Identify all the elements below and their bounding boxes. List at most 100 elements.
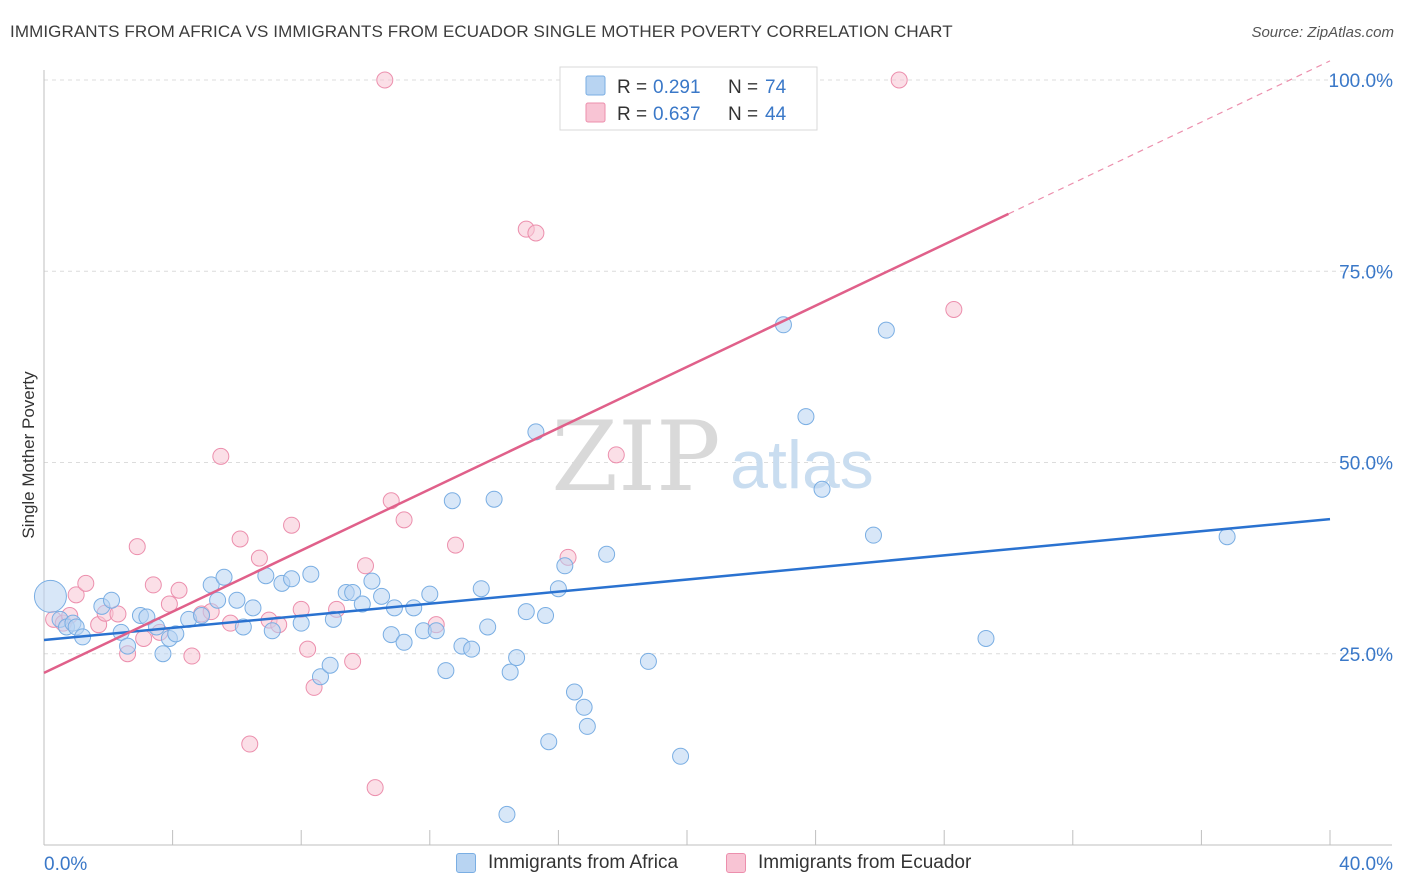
legend-ecuador-swatch (585, 102, 606, 123)
africa-trend-line (43, 517, 1331, 642)
africa-point (437, 662, 455, 680)
africa-point (353, 595, 371, 613)
legend-ecuador-n-label: N = (728, 104, 758, 125)
africa-point (283, 570, 301, 588)
legend-item-africa[interactable]: Immigrants from Africa (456, 852, 678, 874)
legend-africa-n-value: 74 (765, 77, 787, 98)
africa-point (501, 663, 519, 681)
ecuador-point (376, 71, 394, 89)
africa-point (395, 633, 413, 651)
africa-point (405, 599, 423, 617)
ecuador-point (299, 640, 317, 658)
africa-point (565, 683, 583, 701)
africa-point (977, 629, 995, 647)
ecuador-point (283, 516, 301, 534)
africa-point (167, 625, 185, 643)
africa-point (797, 408, 815, 426)
legend-ecuador-marker (726, 853, 746, 873)
ecuador-point (945, 301, 963, 318)
africa-point (344, 584, 362, 602)
legend-bottom: Immigrants from Africa Immigrants from E… (0, 850, 1406, 880)
africa-point (485, 490, 503, 508)
ecuador-point (144, 576, 162, 594)
africa-point (373, 587, 391, 605)
ecuador-point (527, 224, 545, 242)
africa-point (472, 580, 490, 598)
africa-point (234, 618, 252, 636)
axes (43, 70, 1392, 846)
africa-point (33, 579, 67, 613)
gridlines (43, 79, 1392, 845)
africa-point (813, 480, 831, 498)
ecuador-point (170, 581, 188, 599)
y-axis-label: Single Mother Poverty (19, 371, 38, 539)
x-tick-label-min: 0.0% (44, 854, 87, 875)
africa-points (33, 316, 1236, 823)
africa-point (508, 649, 526, 667)
source-credit: Source: ZipAtlas.com (1251, 24, 1394, 41)
y-tick-label-75: 75.0% (1339, 262, 1393, 283)
africa-point (154, 645, 172, 663)
legend-africa-r-label: R = (617, 77, 647, 98)
africa-point (537, 607, 555, 624)
africa-point (193, 607, 211, 624)
africa-point (877, 321, 895, 339)
africa-point (263, 622, 281, 640)
ecuador-point (250, 549, 268, 567)
ecuador-point (128, 538, 146, 556)
africa-point (244, 599, 262, 617)
africa-point (324, 610, 342, 628)
legend-ecuador-r-label: R = (617, 104, 647, 125)
ecuador-point (357, 557, 374, 575)
africa-point (575, 698, 593, 716)
africa-point (578, 717, 596, 735)
y-tick-label-50: 50.0% (1339, 454, 1393, 475)
ecuador-point (183, 647, 201, 665)
watermark: ZIP atlas (551, 401, 873, 513)
africa-point (228, 591, 246, 609)
africa-point (549, 580, 567, 598)
y-tick-labels: 25.0% 50.0% 75.0% 100.0% (1329, 71, 1394, 666)
legend-africa-swatch (585, 75, 606, 96)
africa-point (517, 603, 535, 621)
africa-point (119, 637, 137, 655)
africa-point (427, 622, 445, 640)
ecuador-point (395, 511, 413, 529)
ecuador-point (135, 629, 153, 647)
africa-point (598, 545, 616, 563)
trend-lines (43, 60, 1331, 675)
ecuador-point (447, 536, 465, 554)
africa-point (215, 568, 233, 586)
x-tick-label-max: 40.0% (1339, 854, 1393, 875)
africa-point (321, 656, 339, 674)
legend-africa-n-label: N = (728, 77, 758, 98)
ecuador-trend-line (43, 212, 1010, 675)
ecuador-point (366, 779, 384, 797)
ecuador-point (231, 530, 249, 548)
chart-title: IMMIGRANTS FROM AFRICA VS IMMIGRANTS FRO… (10, 22, 953, 41)
africa-point (864, 526, 882, 544)
ecuador-point (77, 574, 95, 592)
legend-top: R = 0.291 N = 74 R = 0.637 N = 44 (559, 66, 818, 131)
africa-point (463, 640, 481, 658)
africa-point (382, 626, 400, 644)
africa-point (302, 565, 320, 583)
y-tick-label-25: 25.0% (1339, 645, 1393, 666)
legend-ecuador-r-value: 0.637 (653, 104, 701, 125)
ecuador-point (890, 71, 908, 89)
ecuador-point (607, 446, 625, 464)
ecuador-point (344, 652, 362, 670)
y-tick-label-100: 100.0% (1329, 71, 1394, 92)
africa-point (479, 618, 497, 636)
africa-point (540, 733, 558, 751)
africa-point (498, 805, 516, 823)
africa-point (103, 591, 121, 609)
africa-point (421, 585, 439, 603)
ecuador-trend-extension (1008, 60, 1331, 215)
ecuador-point (241, 735, 259, 753)
ecuador-point (109, 605, 127, 623)
legend-item-ecuador[interactable]: Immigrants from Ecuador (726, 852, 971, 874)
legend-africa-label: Immigrants from Africa (488, 852, 679, 873)
legend-ecuador-n-value: 44 (765, 104, 787, 125)
